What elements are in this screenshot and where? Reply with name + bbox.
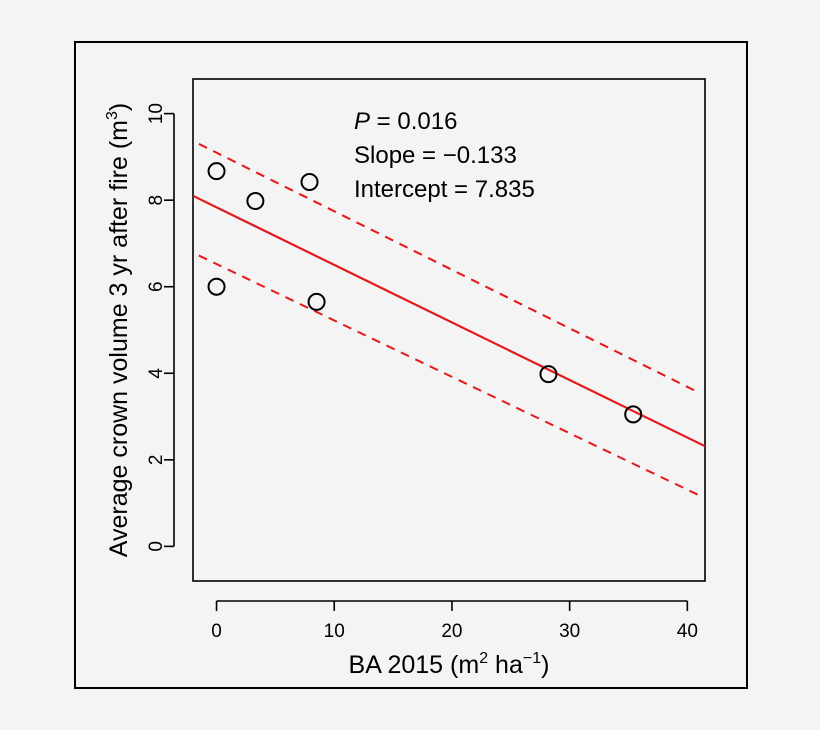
- x-title-sup2: −1: [523, 650, 541, 667]
- y-axis: 0 2 4 6 8 10: [146, 103, 175, 552]
- data-point-2: [207, 277, 226, 296]
- y-axis-title: Average crown volume 3 yr after fire (m3…: [104, 103, 133, 557]
- data-point-7: [624, 405, 643, 424]
- figure-frame: [74, 41, 748, 689]
- ci-lower-layer: [198, 254, 700, 497]
- x-axis: 0 10 20 30 40: [211, 600, 698, 642]
- data-point-1: [207, 162, 226, 181]
- slope-annotation: Slope = −0.133: [354, 142, 517, 169]
- x-tick-label-30: 30: [559, 621, 580, 642]
- ci-lower-line: [198, 254, 700, 497]
- fit-layer: [193, 194, 705, 448]
- x-title-prefix: BA 2015 (m: [349, 651, 480, 679]
- data-point-6: [539, 365, 558, 384]
- x-tick-label-10: 10: [324, 621, 345, 642]
- y-title-sup: 3: [104, 111, 121, 120]
- ci-upper-line: [198, 143, 700, 394]
- y-title-suffix: ): [105, 103, 133, 111]
- y-tick-label-0: 0: [146, 541, 167, 552]
- y-tick-label-8: 8: [146, 195, 167, 206]
- intercept-annotation: Intercept = 7.835: [354, 176, 535, 203]
- x-tick-label-20: 20: [441, 621, 462, 642]
- x-title-mid: ha: [488, 651, 523, 679]
- data-point-5: [307, 292, 326, 311]
- data-point-3: [246, 192, 265, 211]
- p-value-annotation: P = 0.016: [354, 108, 457, 135]
- y-tick-label-6: 6: [146, 281, 167, 292]
- x-axis-title: BA 2015 (m2 ha−1): [349, 650, 550, 679]
- x-tick-label-0: 0: [211, 621, 222, 642]
- x-tick-label-40: 40: [677, 621, 698, 642]
- y-tick-label-10: 10: [146, 103, 167, 124]
- x-title-suffix: ): [541, 651, 549, 679]
- plot-box: [192, 78, 706, 582]
- ci-upper-layer: [198, 143, 700, 394]
- y-tick-label-4: 4: [146, 368, 167, 379]
- p-label: P: [354, 108, 370, 135]
- y-tick-label-2: 2: [146, 455, 167, 466]
- points-layer: [207, 162, 643, 424]
- x-title-sup1: 2: [479, 650, 488, 667]
- data-point-4: [300, 172, 319, 191]
- regression-line: [193, 194, 705, 448]
- y-title-prefix: Average crown volume 3 yr after fire (m: [105, 120, 133, 557]
- p-value: = 0.016: [370, 108, 457, 135]
